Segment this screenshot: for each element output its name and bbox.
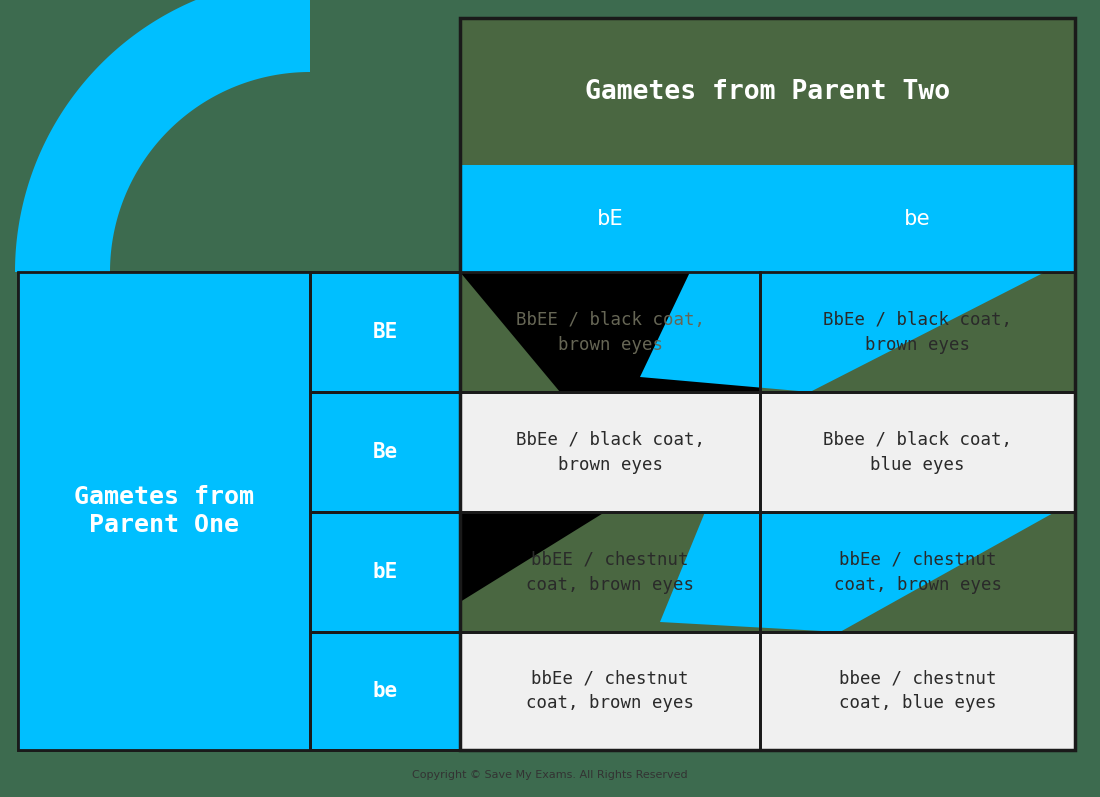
Bar (18, 272, 310, 750)
Bar (460, 392, 760, 512)
Bar (310, 272, 460, 392)
Bar (310, 272, 460, 750)
Bar (460, 512, 760, 632)
Bar (760, 632, 1075, 750)
Polygon shape (660, 512, 1055, 632)
Bar (460, 18, 1075, 272)
Bar (310, 632, 460, 750)
Text: bbEE / chestnut
coat, brown eyes: bbEE / chestnut coat, brown eyes (526, 551, 694, 594)
Text: Copyright © Save My Exams. All Rights Reserved: Copyright © Save My Exams. All Rights Re… (412, 770, 688, 780)
Bar (760, 512, 1075, 632)
Bar (460, 272, 760, 392)
Bar (460, 512, 760, 632)
Text: BbEe / black coat,
brown eyes: BbEe / black coat, brown eyes (516, 430, 704, 473)
Text: BE: BE (373, 322, 397, 342)
Bar (460, 165, 760, 272)
Bar (18, 272, 310, 750)
Bar (310, 272, 460, 392)
Bar (1075, 512, 1100, 632)
Text: bbEe / chestnut
coat, brown eyes: bbEe / chestnut coat, brown eyes (526, 669, 694, 713)
Bar (760, 165, 1075, 272)
Text: Gametes from Parent Two: Gametes from Parent Two (585, 78, 950, 104)
Polygon shape (640, 272, 1045, 392)
Bar (1075, 272, 1100, 392)
Text: Gametes from
Parent One: Gametes from Parent One (74, 485, 254, 537)
Text: bbEe / chestnut
coat, brown eyes: bbEe / chestnut coat, brown eyes (834, 551, 1001, 594)
Bar (310, 512, 460, 632)
Bar (760, 392, 1075, 512)
Bar (460, 392, 760, 512)
Bar (460, 632, 760, 750)
Text: Bbee / black coat,
blue eyes: Bbee / black coat, blue eyes (823, 430, 1012, 473)
Bar (760, 272, 1075, 392)
Bar (310, 272, 460, 392)
Text: BbEE / black coat,
brown eyes: BbEE / black coat, brown eyes (516, 311, 704, 354)
Bar (460, 632, 1075, 750)
Bar (760, 512, 1075, 632)
Bar (760, 272, 1075, 392)
Text: bE: bE (373, 562, 397, 582)
Text: bbee / chestnut
coat, blue eyes: bbee / chestnut coat, blue eyes (838, 669, 997, 713)
Bar (310, 512, 460, 632)
Polygon shape (460, 272, 760, 392)
Text: bE: bE (596, 209, 624, 229)
Bar (18, 272, 310, 750)
Bar (760, 632, 1075, 750)
Bar (760, 392, 1075, 512)
Bar (760, 632, 1075, 750)
Bar (310, 512, 460, 632)
Bar (460, 632, 760, 750)
Bar (460, 18, 1075, 165)
Text: be: be (373, 681, 397, 701)
Polygon shape (15, 0, 310, 272)
Polygon shape (460, 512, 605, 602)
Text: be: be (904, 209, 931, 229)
Bar (460, 272, 760, 392)
Text: Be: Be (373, 442, 397, 462)
Text: BbEe / black coat,
brown eyes: BbEe / black coat, brown eyes (823, 311, 1012, 354)
Bar (310, 392, 460, 512)
Bar (310, 392, 460, 512)
Bar (460, 165, 1075, 272)
Bar (310, 632, 460, 750)
Bar (760, 392, 1075, 512)
Bar (460, 18, 1075, 750)
Bar (460, 392, 1075, 512)
